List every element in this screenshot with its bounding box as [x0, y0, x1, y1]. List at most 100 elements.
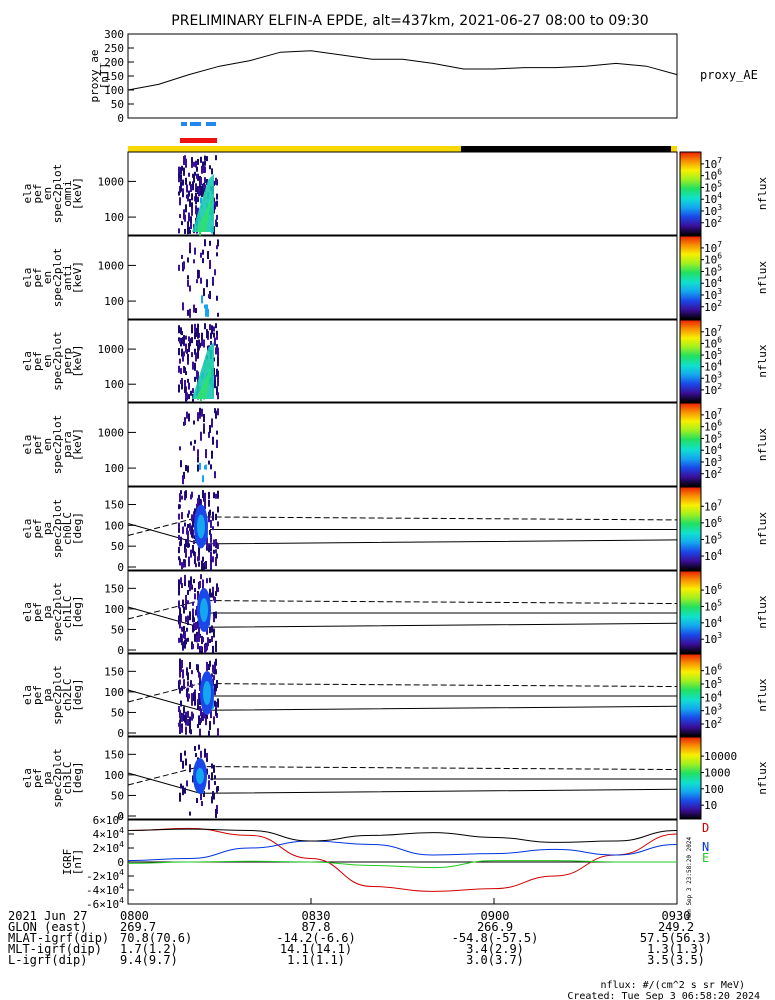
spectrogram-pixel: [185, 603, 187, 610]
spectrogram-pixel: [196, 635, 198, 643]
spectrogram-pixel: [192, 181, 194, 191]
spectrogram-pixel: [185, 371, 187, 376]
spectrogram-pixel: [203, 414, 205, 423]
spectrogram-pixel: [217, 312, 219, 317]
spectrogram-pixel: [180, 167, 182, 175]
spectrogram-pixel: [187, 600, 189, 605]
spectrogram-pixel: [216, 200, 218, 207]
ae-ytick-label: 50: [111, 98, 124, 111]
spectrogram-pixel: [182, 475, 184, 485]
spectrogram-pixel: [216, 553, 218, 559]
axis-row-value: 1.1(1.1): [287, 953, 345, 967]
spectrogram-pixel: [214, 378, 216, 384]
ytick-label: 0: [117, 644, 124, 657]
spectrogram-pixel: [212, 586, 214, 594]
colorbar-label: nflux: [756, 678, 769, 711]
spectrogram-pixel: [187, 710, 189, 718]
spectrogram-pixel: [208, 499, 210, 507]
spectrogram-pixel: [194, 332, 196, 340]
spectrogram-pixel: [197, 724, 199, 729]
spectrogram-pixel: [213, 716, 215, 725]
igrf-series-line: [127, 860, 677, 869]
spectrogram-pixel: [187, 530, 189, 539]
spectrogram-pixel: [191, 352, 193, 358]
spectrogram-pixel: [208, 544, 210, 553]
spectrogram-pixel: [184, 787, 186, 794]
spectrogram-pixel: [212, 276, 214, 283]
spectrogram-pixel: [216, 222, 218, 228]
spectrogram-pixel: [212, 281, 214, 286]
spectrogram-pixel: [187, 513, 189, 518]
spectrogram-pixel: [184, 578, 186, 587]
colorbar-tick-label: 104: [704, 442, 722, 457]
axis-row-value: 0930: [662, 909, 691, 923]
spectrogram-pixel: [206, 752, 208, 758]
bar-yellow: [128, 146, 461, 152]
ylabel-line: pef: [31, 435, 44, 455]
spectrogram-pixel: [185, 638, 187, 645]
spectrogram-pixel: [180, 368, 182, 375]
spectrogram-pixel: [199, 699, 201, 706]
colorbar-tick-label: 102: [704, 382, 722, 397]
spectrogram-pixel: [183, 681, 185, 690]
spectrogram-pixel: [193, 304, 195, 313]
spectrogram-pixel: [215, 155, 217, 161]
spectrogram-pixel: [192, 608, 194, 618]
spectrogram-pixel: [187, 535, 189, 543]
spectrogram-pixel: [202, 490, 204, 499]
spectrogram-pixel: [200, 750, 202, 758]
axis-row-value: 3.5(3.5): [647, 953, 705, 967]
spectrogram-pixel: [185, 594, 187, 602]
spectrogram-pixel: [217, 587, 219, 593]
spectrogram-pixel: [190, 223, 192, 230]
spectrogram-pixel: [192, 544, 194, 553]
created-note: Created: Tue Sep 3 06:58:20 2024: [567, 991, 760, 1000]
spectrogram-pixel: [215, 323, 217, 329]
ylabel-line: [nT]: [71, 849, 84, 876]
ytick-label: 50: [111, 789, 124, 802]
colorbar-tick-label: 104: [704, 689, 722, 704]
spectrogram-pixel: [193, 550, 195, 556]
spectrogram-pixel: [194, 323, 196, 332]
spectrogram-pixel: [198, 744, 200, 750]
pa-core: [203, 681, 211, 705]
panel-frame: [127, 736, 678, 820]
spectrogram-pixel: [209, 324, 211, 331]
time-axis-table: 2021 Jun 27 0800 0830 0900 0930 GLON (east) 26…: [8, 909, 712, 967]
spectrogram-pixel: [207, 637, 209, 647]
spectrogram-pixel: [196, 188, 198, 193]
spectrogram-core: [196, 197, 212, 232]
spectrogram-pixel: [206, 661, 208, 671]
colorbar-label: nflux: [756, 428, 769, 461]
ytick-label: 100: [104, 686, 124, 699]
spectrogram-pixel: [183, 155, 185, 165]
spectrogram-pixel: [179, 672, 181, 678]
colorbar-tick-label: 103: [704, 370, 722, 385]
spectrogram-pixel: [208, 514, 210, 523]
spectrogram-pixel: [210, 545, 212, 552]
spectrogram-pixel: [197, 269, 199, 279]
spectrogram-pixel: [193, 259, 195, 264]
spectrogram-pixel: [209, 638, 211, 643]
spectrogram-pixel: [215, 640, 217, 649]
spectrogram-pixel: [194, 593, 196, 600]
spectrogram-pixel: [188, 190, 190, 197]
marker-blue: [181, 122, 187, 126]
spectrogram-pixel: [198, 715, 200, 725]
spectrogram-pixel: [182, 339, 184, 345]
spectrogram-pixel: [208, 774, 210, 779]
axis-row-value: 14.1(14.1): [280, 942, 352, 956]
panel-frame: [127, 486, 678, 571]
colorbar-label: nflux: [756, 261, 769, 294]
spectrogram-pixel: [191, 193, 193, 201]
spectrogram-pixel: [202, 249, 204, 255]
ylabel-line: ch0LC: [61, 512, 74, 545]
spectrogram-pixel: [180, 174, 182, 182]
colorbar-tick-label: 105: [704, 430, 722, 445]
spectrogram-pixel: [210, 561, 212, 569]
spectrogram-pixel: [180, 181, 182, 191]
spectrogram-pixel: [214, 374, 216, 380]
spectrogram-pixel: [203, 709, 205, 718]
